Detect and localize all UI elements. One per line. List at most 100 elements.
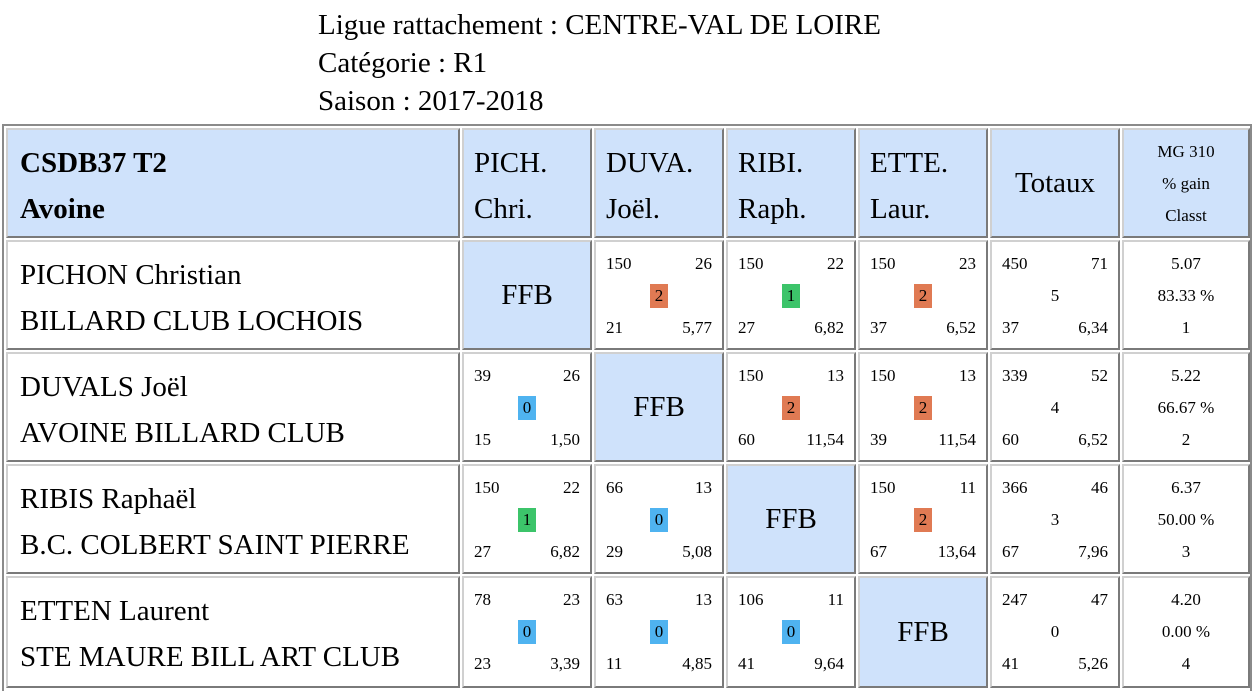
match-high-run: 11 [606,654,623,673]
match-innings: 23 [959,254,976,273]
player-cell: RIBIS Raphaël B.C. COLBERT SAINT PIERRE [6,464,460,574]
match-innings: 22 [827,254,844,273]
mg-header: MG 310 % gain Classt [1122,128,1250,238]
match-cell: 150 11 2 67 13,64 [858,464,988,574]
match-innings: 13 [695,478,712,497]
total-points: 366 [1002,478,1028,497]
player-club: B.C. COLBERT SAINT PIERRE [20,529,410,561]
column-header: PICH. Chri. [462,128,592,238]
match-high-run: 37 [870,318,887,337]
match-cell: 150 22 1 27 6,82 [462,464,592,574]
match-average: 6,82 [814,318,844,337]
player-name: DUVALS Joël [20,371,188,403]
total-high-run: 60 [1002,430,1019,449]
player-name: ETTEN Laurent [20,595,210,627]
rank-value: 4 [1181,654,1191,673]
total-average: 5,26 [1078,654,1108,673]
player-cell: PICHON Christian BILLARD CLUB LOCHOIS [6,240,460,350]
total-average: 6,34 [1078,318,1108,337]
match-points: 78 [474,590,491,609]
match-cell: 63 13 0 11 4,85 [594,576,724,688]
totals-cell: 247 47 0 41 5,26 [990,576,1120,688]
match-innings: 26 [563,366,580,385]
match-innings: 22 [563,478,580,497]
total-points: 450 [1002,254,1028,273]
match-average: 5,08 [682,542,712,561]
match-high-run: 41 [738,654,755,673]
rank-value: 2 [1181,430,1191,449]
match-points: 150 [738,254,764,273]
stats-cell: 4.20 0.00 % 4 [1122,576,1250,688]
total-match-points: 5 [1050,286,1060,305]
match-points: 150 [870,366,896,385]
match-average: 5,77 [682,318,712,337]
total-average: 7,96 [1078,542,1108,561]
total-high-run: 41 [1002,654,1019,673]
match-result-badge: 0 [650,620,668,644]
match-high-run: 60 [738,430,755,449]
totals-cell: 366 46 3 67 7,96 [990,464,1120,574]
total-innings: 46 [1091,478,1108,497]
match-cell: 78 23 0 23 3,39 [462,576,592,688]
team-city: Avoine [20,193,105,225]
ffb-cell: FFB [594,352,724,462]
match-result-badge: 2 [782,396,800,420]
ffb-cell: FFB [858,576,988,688]
total-match-points: 3 [1050,510,1060,529]
total-innings: 71 [1091,254,1108,273]
totals-cell: 450 71 5 37 6,34 [990,240,1120,350]
match-points: 150 [738,366,764,385]
column-header-firstname: Chri. [474,193,533,225]
match-points: 66 [606,478,623,497]
match-result-badge: 2 [914,396,932,420]
results-table: CSDB37 T2 Avoine PICH. Chri. DUVA. Joël. RIBI.… [2,124,1252,691]
match-innings: 26 [695,254,712,273]
ffb-label: FFB [633,390,685,423]
match-points: 39 [474,366,491,385]
totals-cell: 339 52 4 60 6,52 [990,352,1120,462]
match-result-badge: 0 [518,396,536,420]
match-result-badge: 2 [650,284,668,308]
player-cell: ETTEN Laurent STE MAURE BILL ART CLUB [6,576,460,688]
column-header-surname: DUVA. [606,147,694,179]
mg-value: 4.20 [1171,590,1201,609]
match-result-badge: 2 [914,508,932,532]
mg-value: 5.07 [1171,254,1201,273]
match-result-badge: 0 [782,620,800,644]
match-cell: 150 13 2 60 11,54 [726,352,856,462]
team-header: CSDB37 T2 Avoine [6,128,460,238]
match-innings: 13 [827,366,844,385]
match-average: 6,52 [946,318,976,337]
match-cell: 150 23 2 37 6,52 [858,240,988,350]
match-innings: 13 [695,590,712,609]
player-club: AVOINE BILLARD CLUB [20,417,345,449]
match-high-run: 15 [474,430,491,449]
match-innings: 13 [959,366,976,385]
ffb-label: FFB [501,278,553,311]
match-cell: 150 26 2 21 5,77 [594,240,724,350]
ffb-cell: FFB [726,464,856,574]
match-points: 106 [738,590,764,609]
match-innings: 11 [959,478,976,497]
total-innings: 52 [1091,366,1108,385]
match-high-run: 29 [606,542,623,561]
column-header-firstname: Joël. [606,193,660,225]
match-result-badge: 0 [650,508,668,532]
column-header-firstname: Laur. [870,193,931,225]
rank-value: 3 [1181,542,1191,561]
total-high-run: 37 [1002,318,1019,337]
total-innings: 47 [1091,590,1108,609]
classt-label: Classt [1165,206,1207,225]
totals-label: Totaux [1014,166,1096,199]
total-match-points: 4 [1050,398,1060,417]
match-innings: 23 [563,590,580,609]
total-points: 247 [1002,590,1028,609]
match-high-run: 27 [738,318,755,337]
column-header-surname: ETTE. [870,147,949,179]
match-points: 150 [606,254,632,273]
column-header-surname: RIBI. [738,147,804,179]
match-result-badge: 1 [782,284,800,308]
match-high-run: 23 [474,654,491,673]
match-result-badge: 0 [518,620,536,644]
match-average: 4,85 [682,654,712,673]
